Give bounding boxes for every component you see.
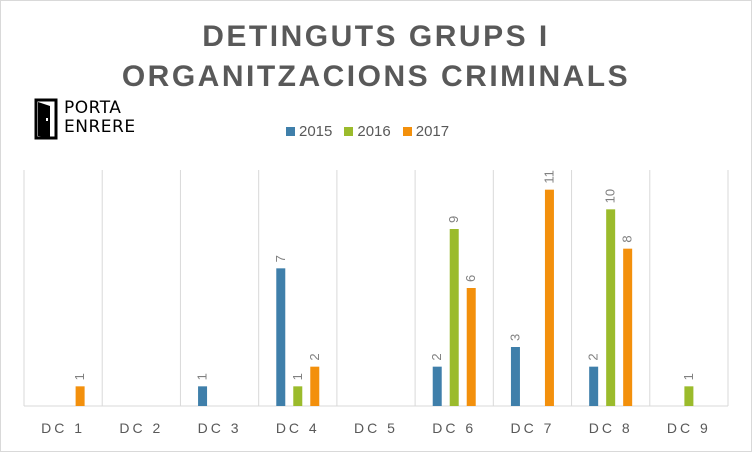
chart-title-line-1: DETINGUTS GRUPS I [202, 20, 550, 53]
logo-text-porta: PORTA [64, 98, 122, 118]
data-label: 1 [72, 373, 87, 380]
bar-2017-dc1 [75, 386, 85, 406]
x-tick-label: DC 5 [354, 420, 398, 436]
porta-enrere-logo: PORTA ENRERE [34, 98, 136, 140]
legend-item-2016: 2016 [344, 122, 391, 140]
bar-2016-dc8 [606, 209, 616, 406]
chart-legend: 2015 2016 2017 [286, 121, 461, 141]
legend-swatch-2015 [286, 126, 295, 136]
bar-2016-dc9 [684, 386, 694, 406]
data-label: 2 [429, 353, 444, 360]
chart-title-line-2: ORGANITZACIONS CRIMINALS [121, 60, 631, 93]
bar-2017-dc7 [544, 189, 554, 406]
data-label: 2 [586, 353, 601, 360]
bar-2016-dc4 [293, 386, 303, 406]
x-tick-label: DC 3 [198, 420, 242, 436]
x-tick-label: DC 7 [510, 420, 554, 436]
x-tick-label: DC 1 [41, 420, 85, 436]
door-icon [34, 98, 58, 140]
bar-2017-dc6 [466, 288, 476, 406]
legend-swatch-2016 [344, 126, 354, 136]
legend-swatch-2017 [402, 126, 412, 136]
x-tick-label: DC 2 [119, 420, 163, 436]
legend-label-2015: 2015 [299, 122, 333, 140]
data-label: 11 [541, 170, 556, 184]
data-label: 3 [507, 334, 522, 341]
data-label: 1 [290, 373, 305, 380]
bar-2015-dc3 [198, 386, 208, 406]
legend-item-2015: 2015 [286, 123, 332, 140]
data-label: 2 [307, 353, 322, 360]
legend-label-2016: 2016 [357, 122, 391, 140]
x-tick-label: DC 6 [432, 420, 476, 436]
data-label: 1 [681, 373, 696, 380]
data-label: 10 [603, 189, 618, 203]
bar-2017-dc8 [623, 248, 633, 406]
data-label: 1 [195, 373, 210, 380]
bar-2016-dc6 [449, 229, 459, 406]
x-tick-label: DC 8 [589, 420, 633, 436]
data-label: 6 [463, 275, 478, 282]
legend-label-2017: 2017 [415, 122, 450, 140]
data-label: 9 [446, 216, 461, 223]
bar-2015-dc8 [589, 366, 599, 406]
data-label: 8 [620, 235, 635, 242]
x-tick-label: DC 4 [276, 420, 320, 436]
logo-text-enrere: ENRERE [64, 117, 136, 137]
legend-item-2017: 2017 [402, 122, 450, 140]
bar-2017-dc4 [310, 366, 320, 406]
bar-2015-dc6 [432, 366, 442, 406]
bar-2015-dc4 [276, 268, 286, 406]
x-tick-label: DC 9 [667, 420, 711, 436]
data-label: 7 [273, 255, 288, 262]
bar-2015-dc7 [510, 347, 520, 406]
